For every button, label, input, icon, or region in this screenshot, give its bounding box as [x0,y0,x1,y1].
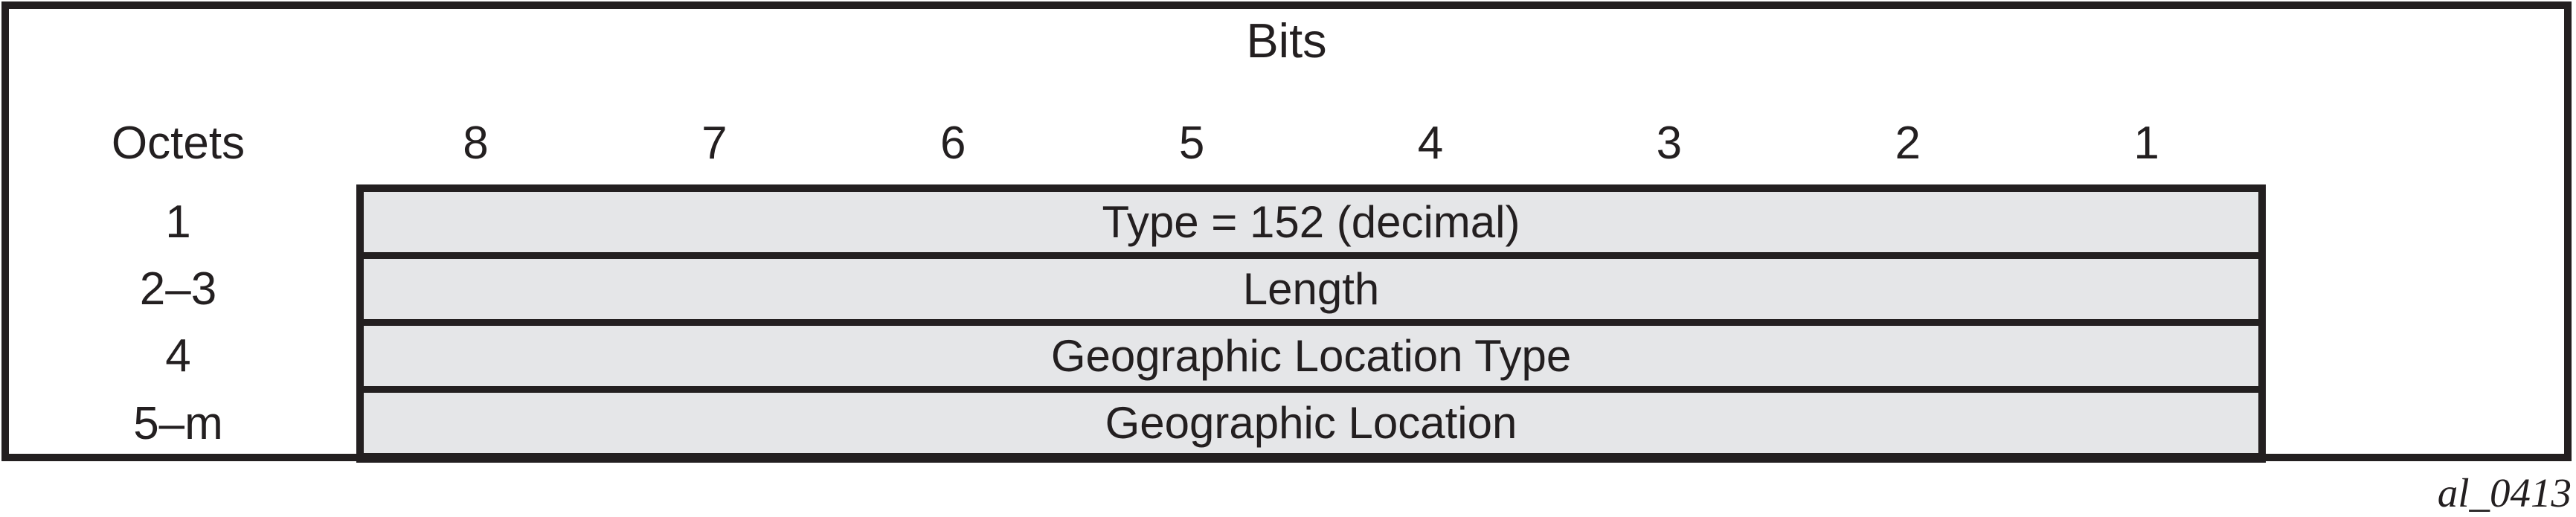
bit-number-6: 6 [939,118,966,169]
bit-number-2: 2 [1895,118,1921,169]
octet-label-row4: 5–m [133,398,223,449]
octet-label-row1: 1 [165,196,191,248]
field-row-type: Type = 152 (decimal) [364,192,2258,252]
row-divider [364,252,2258,259]
field-row-geographic-location-type: Geographic Location Type [364,326,2258,386]
field-row-geographic-location: Geographic Location [364,393,2258,453]
bit-number-4: 4 [1417,118,1444,169]
bit-number-header-row: 8 7 6 5 4 3 2 1 [356,119,2266,168]
octets-column-header: Octets [111,118,245,169]
field-row-length: Length [364,259,2258,319]
bit-number-1: 1 [2133,118,2159,169]
figure-id-label: al_0413 [2437,470,2572,516]
octet-label-row2: 2–3 [139,263,217,315]
row-divider [364,319,2258,326]
field-table: Type = 152 (decimal) Length Geographic L… [356,184,2266,463]
bit-number-7: 7 [701,118,727,169]
octet-label-row3: 4 [165,330,191,382]
bit-number-3: 3 [1656,118,1683,169]
bit-number-8: 8 [463,118,489,169]
bit-number-5: 5 [1178,118,1205,169]
row-divider [364,386,2258,393]
bits-axis-title: Bits [1246,13,1327,68]
